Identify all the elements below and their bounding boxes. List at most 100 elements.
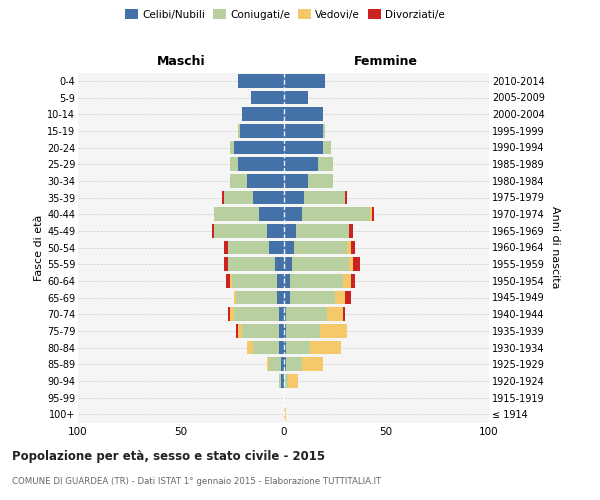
Bar bbox=[269, 240, 284, 254]
Bar bbox=[224, 190, 253, 204]
Bar bbox=[284, 74, 325, 88]
Bar bbox=[370, 208, 372, 221]
Bar bbox=[238, 124, 241, 138]
Bar bbox=[352, 274, 355, 287]
Bar bbox=[236, 290, 277, 304]
Bar bbox=[238, 158, 284, 171]
Legend: Celibi/Nubili, Coniugati/e, Vedovi/e, Divorziati/e: Celibi/Nubili, Coniugati/e, Vedovi/e, Di… bbox=[121, 5, 449, 24]
Bar bbox=[353, 258, 359, 271]
Bar bbox=[345, 290, 352, 304]
Bar bbox=[251, 90, 284, 104]
Bar bbox=[253, 190, 284, 204]
Text: Popolazione per età, sesso e stato civile - 2015: Popolazione per età, sesso e stato civil… bbox=[12, 450, 325, 463]
Bar bbox=[284, 174, 308, 188]
Bar bbox=[302, 358, 323, 371]
Bar bbox=[222, 190, 224, 204]
Bar bbox=[241, 124, 284, 138]
Bar bbox=[292, 258, 349, 271]
Bar bbox=[253, 340, 280, 354]
Bar bbox=[247, 340, 253, 354]
Bar bbox=[214, 224, 267, 237]
Bar bbox=[308, 174, 333, 188]
Bar bbox=[234, 308, 280, 321]
Bar bbox=[281, 374, 284, 388]
Bar bbox=[224, 258, 228, 271]
Bar bbox=[228, 240, 269, 254]
Bar bbox=[284, 340, 286, 354]
Bar bbox=[277, 274, 284, 287]
Bar bbox=[280, 324, 284, 338]
Bar bbox=[349, 224, 353, 237]
Bar bbox=[247, 174, 284, 188]
Bar bbox=[259, 208, 284, 221]
Bar bbox=[228, 308, 230, 321]
Bar bbox=[277, 290, 284, 304]
Bar bbox=[343, 274, 352, 287]
Bar bbox=[286, 324, 320, 338]
Bar bbox=[267, 224, 284, 237]
Bar bbox=[320, 324, 347, 338]
Bar bbox=[284, 108, 323, 121]
Bar bbox=[372, 208, 374, 221]
Bar bbox=[224, 240, 228, 254]
Bar bbox=[294, 240, 347, 254]
Bar bbox=[242, 108, 284, 121]
Bar bbox=[234, 290, 236, 304]
Bar bbox=[352, 240, 355, 254]
Bar bbox=[230, 158, 238, 171]
Bar bbox=[280, 340, 284, 354]
Bar bbox=[304, 190, 345, 204]
Text: COMUNE DI GUARDEA (TR) - Dati ISTAT 1° gennaio 2015 - Elaborazione TUTTITALIA.IT: COMUNE DI GUARDEA (TR) - Dati ISTAT 1° g… bbox=[12, 478, 381, 486]
Bar bbox=[214, 208, 259, 221]
Bar bbox=[286, 308, 326, 321]
Bar bbox=[267, 358, 269, 371]
Bar bbox=[230, 274, 232, 287]
Bar bbox=[226, 274, 230, 287]
Bar bbox=[280, 308, 284, 321]
Bar bbox=[281, 358, 284, 371]
Bar bbox=[302, 208, 370, 221]
Bar bbox=[232, 274, 277, 287]
Bar bbox=[284, 140, 323, 154]
Bar bbox=[284, 258, 292, 271]
Bar bbox=[287, 374, 298, 388]
Bar bbox=[236, 324, 238, 338]
Bar bbox=[286, 340, 310, 354]
Bar bbox=[323, 140, 331, 154]
Bar bbox=[284, 208, 302, 221]
Bar bbox=[230, 174, 247, 188]
Bar bbox=[284, 124, 323, 138]
Bar bbox=[326, 308, 343, 321]
Bar bbox=[275, 258, 284, 271]
Bar bbox=[349, 258, 353, 271]
Bar bbox=[269, 358, 281, 371]
Text: Maschi: Maschi bbox=[157, 54, 205, 68]
Bar bbox=[345, 190, 347, 204]
Bar bbox=[238, 324, 242, 338]
Bar bbox=[242, 324, 280, 338]
Bar bbox=[347, 240, 352, 254]
Bar bbox=[284, 374, 287, 388]
Bar bbox=[284, 240, 294, 254]
Bar bbox=[280, 374, 281, 388]
Bar bbox=[230, 308, 234, 321]
Text: Femmine: Femmine bbox=[354, 54, 418, 68]
Bar bbox=[284, 290, 290, 304]
Bar bbox=[323, 124, 325, 138]
Bar bbox=[212, 224, 214, 237]
Bar bbox=[284, 90, 308, 104]
Bar bbox=[335, 290, 345, 304]
Bar bbox=[290, 274, 343, 287]
Bar bbox=[238, 74, 284, 88]
Bar bbox=[296, 224, 349, 237]
Bar bbox=[228, 258, 275, 271]
Y-axis label: Anni di nascita: Anni di nascita bbox=[550, 206, 560, 288]
Bar bbox=[284, 308, 286, 321]
Bar bbox=[286, 358, 302, 371]
Bar bbox=[284, 190, 304, 204]
Bar bbox=[230, 140, 234, 154]
Y-axis label: Fasce di età: Fasce di età bbox=[34, 214, 44, 280]
Bar bbox=[284, 224, 296, 237]
Bar bbox=[319, 158, 333, 171]
Bar bbox=[290, 290, 335, 304]
